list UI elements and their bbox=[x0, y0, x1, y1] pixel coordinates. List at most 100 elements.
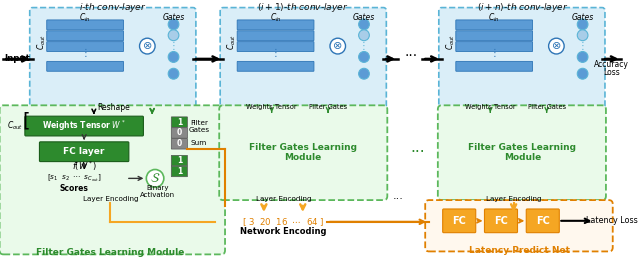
FancyBboxPatch shape bbox=[172, 117, 188, 127]
Text: ⊗: ⊗ bbox=[552, 41, 561, 51]
Text: ⋮: ⋮ bbox=[490, 48, 499, 58]
Text: Filter Gates Learning Module: Filter Gates Learning Module bbox=[36, 248, 184, 257]
Text: ⋮: ⋮ bbox=[169, 41, 179, 51]
FancyBboxPatch shape bbox=[47, 20, 124, 30]
Text: ⋮: ⋮ bbox=[271, 48, 280, 58]
Text: Weights Tensor: Weights Tensor bbox=[465, 104, 516, 110]
FancyBboxPatch shape bbox=[456, 42, 532, 52]
FancyBboxPatch shape bbox=[40, 142, 129, 162]
Text: Layer Encoding: Layer Encoding bbox=[255, 196, 311, 202]
FancyBboxPatch shape bbox=[47, 61, 124, 71]
Text: 0: 0 bbox=[177, 128, 182, 138]
FancyBboxPatch shape bbox=[456, 20, 532, 30]
Circle shape bbox=[577, 52, 588, 62]
Circle shape bbox=[548, 38, 564, 54]
Circle shape bbox=[330, 38, 346, 54]
FancyBboxPatch shape bbox=[237, 61, 314, 71]
FancyBboxPatch shape bbox=[456, 61, 532, 71]
FancyBboxPatch shape bbox=[425, 200, 612, 252]
Text: $i$-th conv-layer: $i$-th conv-layer bbox=[79, 1, 146, 14]
Text: Gates: Gates bbox=[353, 13, 375, 22]
Text: Layer Encoding: Layer Encoding bbox=[486, 196, 541, 202]
Text: Filter Gates: Filter Gates bbox=[309, 104, 347, 110]
FancyBboxPatch shape bbox=[237, 20, 314, 30]
FancyBboxPatch shape bbox=[439, 7, 605, 112]
Text: Filter Gates Learning
Module: Filter Gates Learning Module bbox=[249, 143, 356, 162]
Text: ⊗: ⊗ bbox=[333, 41, 342, 51]
FancyBboxPatch shape bbox=[526, 209, 559, 233]
FancyBboxPatch shape bbox=[47, 42, 124, 52]
FancyBboxPatch shape bbox=[172, 166, 188, 177]
Text: ⋮: ⋮ bbox=[80, 48, 90, 58]
Text: $[s_1 \;\; s_2 \;\; \cdots \;\; s_{C_{out}}]$: $[s_1 \;\; s_2 \;\; \cdots \;\; s_{C_{ou… bbox=[47, 173, 102, 184]
Text: Gates: Gates bbox=[188, 127, 209, 133]
Circle shape bbox=[168, 52, 179, 62]
Text: $(i+1)$-th conv-layer: $(i+1)$-th conv-layer bbox=[257, 1, 349, 14]
Circle shape bbox=[147, 170, 164, 187]
Circle shape bbox=[168, 68, 179, 79]
FancyBboxPatch shape bbox=[443, 209, 476, 233]
Text: $(i+n)$-th conv-layer: $(i+n)$-th conv-layer bbox=[477, 1, 568, 14]
Text: FC layer: FC layer bbox=[63, 147, 105, 156]
Text: Input: Input bbox=[4, 54, 30, 63]
Text: ⋮: ⋮ bbox=[359, 41, 369, 51]
Text: Loss: Loss bbox=[604, 68, 620, 77]
FancyBboxPatch shape bbox=[47, 31, 124, 41]
Text: Reshape: Reshape bbox=[97, 103, 130, 112]
FancyBboxPatch shape bbox=[438, 105, 606, 200]
Text: Scores: Scores bbox=[60, 184, 89, 193]
Text: 1: 1 bbox=[177, 156, 182, 165]
FancyBboxPatch shape bbox=[172, 139, 188, 149]
Text: $C_{in}$: $C_{in}$ bbox=[79, 11, 91, 24]
Text: $C_{out}$: $C_{out}$ bbox=[444, 34, 457, 50]
Text: Weights Tensor: Weights Tensor bbox=[246, 104, 297, 110]
Text: $C_{out}$: $C_{out}$ bbox=[35, 34, 47, 50]
Circle shape bbox=[358, 19, 369, 30]
Text: Filter Gates: Filter Gates bbox=[527, 104, 566, 110]
FancyBboxPatch shape bbox=[484, 209, 518, 233]
Text: FC: FC bbox=[494, 216, 508, 226]
Text: Filter Gates Learning
Module: Filter Gates Learning Module bbox=[468, 143, 577, 162]
Text: Latency Predict Net: Latency Predict Net bbox=[469, 246, 570, 255]
Text: $C_{out}$: $C_{out}$ bbox=[7, 120, 23, 132]
FancyBboxPatch shape bbox=[25, 116, 143, 136]
Text: 1: 1 bbox=[177, 118, 182, 127]
Text: $\mathcal{S}$: $\mathcal{S}$ bbox=[150, 172, 160, 185]
Text: Network Encoding: Network Encoding bbox=[240, 227, 326, 236]
Circle shape bbox=[358, 30, 369, 41]
Circle shape bbox=[358, 52, 369, 62]
Text: FC: FC bbox=[452, 216, 466, 226]
Text: Filter: Filter bbox=[190, 120, 208, 126]
Text: [ 3  20  16  $\cdots$  64 ]: [ 3 20 16 $\cdots$ 64 ] bbox=[242, 216, 324, 228]
Text: 0: 0 bbox=[177, 139, 182, 148]
Circle shape bbox=[358, 68, 369, 79]
Text: Gates: Gates bbox=[163, 13, 185, 22]
Circle shape bbox=[168, 30, 179, 41]
Text: Sum: Sum bbox=[191, 140, 207, 146]
Text: ···: ··· bbox=[392, 194, 403, 204]
Text: ···: ··· bbox=[404, 49, 417, 63]
Text: ⋮: ⋮ bbox=[578, 41, 588, 51]
Text: ···: ··· bbox=[410, 145, 425, 160]
Circle shape bbox=[168, 19, 179, 30]
FancyBboxPatch shape bbox=[29, 7, 196, 112]
FancyBboxPatch shape bbox=[237, 42, 314, 52]
Text: Weights Tensor $W^*$: Weights Tensor $W^*$ bbox=[42, 119, 126, 133]
FancyBboxPatch shape bbox=[172, 155, 188, 166]
Text: Layer Encoding: Layer Encoding bbox=[83, 196, 138, 202]
Circle shape bbox=[577, 19, 588, 30]
Text: [: [ bbox=[22, 112, 29, 131]
Text: $C_{in}$: $C_{in}$ bbox=[488, 11, 500, 24]
Circle shape bbox=[577, 68, 588, 79]
Text: $C_{out}$: $C_{out}$ bbox=[225, 34, 238, 50]
FancyBboxPatch shape bbox=[0, 105, 225, 254]
Circle shape bbox=[140, 38, 155, 54]
Circle shape bbox=[577, 30, 588, 41]
Text: Binary
Activation: Binary Activation bbox=[140, 185, 175, 198]
Text: 1: 1 bbox=[177, 167, 182, 176]
FancyBboxPatch shape bbox=[220, 7, 387, 112]
FancyBboxPatch shape bbox=[237, 31, 314, 41]
FancyBboxPatch shape bbox=[172, 128, 188, 138]
Text: Gates: Gates bbox=[572, 13, 594, 22]
FancyBboxPatch shape bbox=[220, 105, 387, 200]
